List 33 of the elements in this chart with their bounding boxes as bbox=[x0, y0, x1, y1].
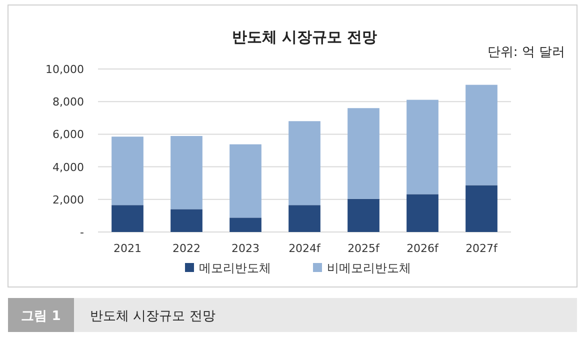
bar bbox=[112, 205, 144, 232]
bar bbox=[348, 108, 380, 199]
bar bbox=[406, 100, 438, 194]
bar bbox=[288, 121, 320, 206]
text: 단위: 억 달러 bbox=[487, 45, 565, 60]
bar bbox=[230, 218, 262, 232]
x-tick-label: 2021 bbox=[114, 242, 142, 255]
bar bbox=[230, 144, 262, 218]
bar bbox=[466, 185, 498, 232]
x-tick-label: 2027f bbox=[466, 242, 499, 255]
bar bbox=[466, 84, 498, 186]
caption: 그림 1 bbox=[21, 309, 61, 324]
y-tick-label: 6,000 bbox=[52, 128, 84, 142]
y-tick-label: 2,000 bbox=[52, 193, 84, 206]
bar bbox=[406, 194, 438, 232]
x-tick-label: 2026f bbox=[406, 242, 440, 255]
bar bbox=[348, 198, 380, 232]
y-tick-label: 10,000 bbox=[46, 63, 84, 76]
x-tick-label: 2022 bbox=[172, 242, 200, 255]
bar bbox=[170, 209, 202, 232]
chart-title: 반도체 시장규모 전망 bbox=[232, 28, 378, 46]
legend-label: 비메모리반도체 bbox=[327, 261, 411, 275]
y-tick-label: - bbox=[80, 226, 84, 239]
y-tick-label: 8,000 bbox=[52, 96, 84, 109]
bar bbox=[112, 136, 144, 206]
legend-label: 메모리반도체 bbox=[199, 261, 271, 275]
y-tick-label: 4,000 bbox=[52, 160, 84, 174]
bar bbox=[170, 136, 202, 210]
x-tick-label: 2023 bbox=[232, 242, 260, 255]
text: 반도체 시장규모 전망 bbox=[90, 309, 216, 324]
x-tick-label: 2025f bbox=[348, 242, 381, 255]
bar bbox=[288, 205, 320, 232]
x-tick-label: 2024f bbox=[288, 242, 322, 255]
